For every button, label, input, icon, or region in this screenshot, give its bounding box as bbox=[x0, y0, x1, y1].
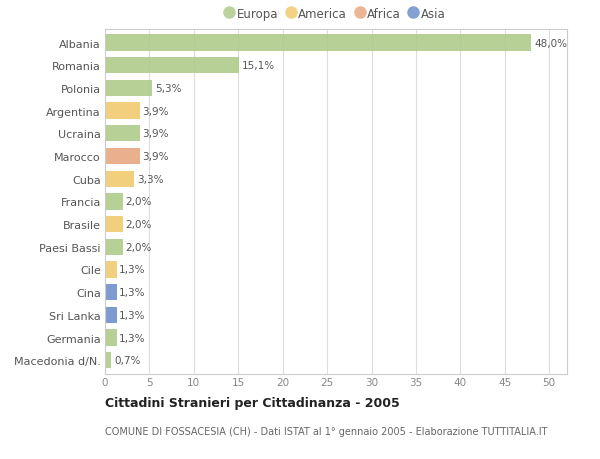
Bar bbox=[105, 262, 116, 278]
Text: 48,0%: 48,0% bbox=[534, 39, 567, 48]
Text: COMUNE DI FOSSACESIA (CH) - Dati ISTAT al 1° gennaio 2005 - Elaborazione TUTTITA: COMUNE DI FOSSACESIA (CH) - Dati ISTAT a… bbox=[105, 426, 548, 436]
Bar bbox=[105, 126, 140, 142]
Text: 2,0%: 2,0% bbox=[125, 219, 152, 230]
Bar bbox=[105, 307, 116, 323]
Text: 2,0%: 2,0% bbox=[125, 197, 152, 207]
Text: 3,9%: 3,9% bbox=[142, 151, 169, 162]
Bar bbox=[105, 35, 532, 51]
Bar bbox=[105, 330, 116, 346]
Text: 1,3%: 1,3% bbox=[119, 265, 146, 275]
Bar bbox=[105, 239, 123, 255]
Text: 0,7%: 0,7% bbox=[114, 356, 140, 365]
Text: 2,0%: 2,0% bbox=[125, 242, 152, 252]
Text: Cittadini Stranieri per Cittadinanza - 2005: Cittadini Stranieri per Cittadinanza - 2… bbox=[105, 396, 400, 409]
Bar bbox=[105, 81, 152, 97]
Bar bbox=[105, 149, 140, 165]
Bar bbox=[105, 58, 239, 74]
Legend: Europa, America, Africa, Asia: Europa, America, Africa, Asia bbox=[221, 3, 451, 25]
Text: 3,9%: 3,9% bbox=[142, 129, 169, 139]
Text: 3,3%: 3,3% bbox=[137, 174, 163, 185]
Bar bbox=[105, 103, 140, 119]
Bar bbox=[105, 285, 116, 301]
Bar bbox=[105, 171, 134, 187]
Bar bbox=[105, 194, 123, 210]
Text: 1,3%: 1,3% bbox=[119, 287, 146, 297]
Text: 1,3%: 1,3% bbox=[119, 310, 146, 320]
Bar bbox=[105, 353, 111, 369]
Text: 3,9%: 3,9% bbox=[142, 106, 169, 117]
Text: 1,3%: 1,3% bbox=[119, 333, 146, 343]
Text: 15,1%: 15,1% bbox=[242, 61, 275, 71]
Bar bbox=[105, 217, 123, 233]
Text: 5,3%: 5,3% bbox=[155, 84, 181, 94]
